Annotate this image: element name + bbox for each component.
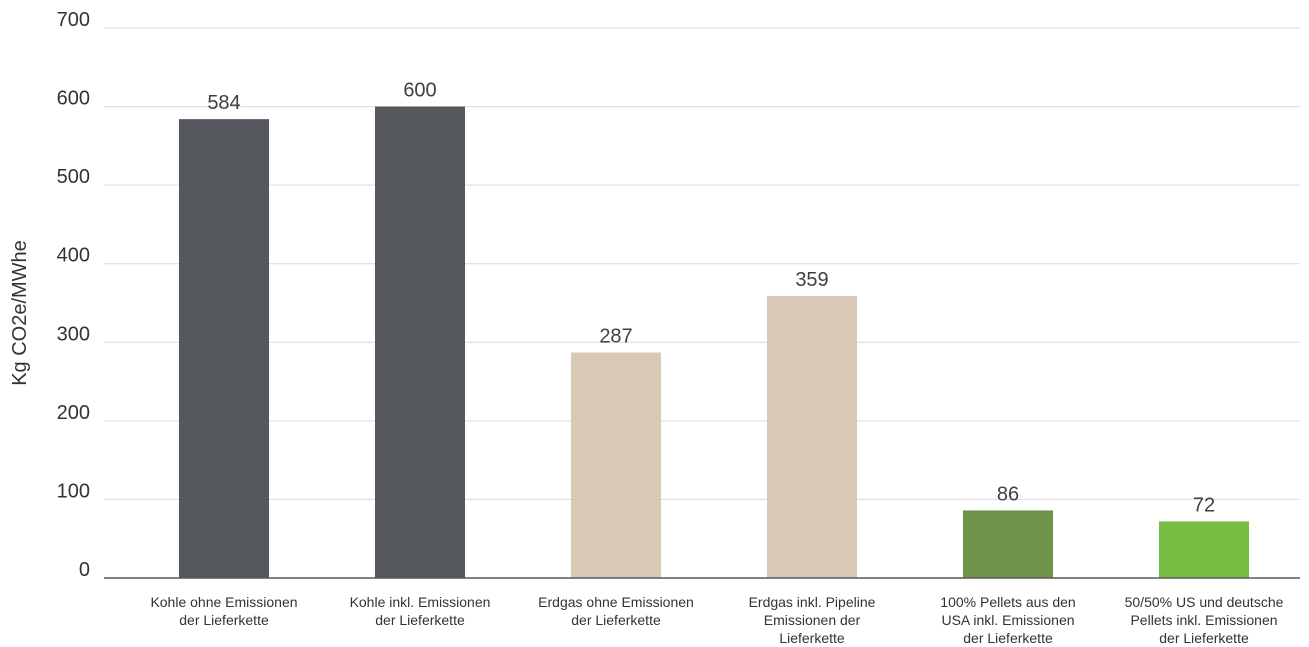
y-tick-label: 0 [79, 559, 90, 581]
bar-6 [1159, 521, 1249, 578]
bar-2 [375, 106, 465, 579]
category-label-line: der Lieferkette [179, 612, 269, 628]
bar-3 [571, 352, 661, 578]
category-label-5: 100% Pellets aus den USA inkl. Emissionen… [940, 594, 1075, 646]
category-label-4: Erdgas inkl. Pipeline Emissionen der Liefe… [749, 594, 876, 646]
y-tick-label: 700 [57, 9, 90, 31]
category-label-6: 50/50% US und deutsche Pellets inkl. Emis… [1125, 594, 1284, 646]
y-tick-label: 600 [57, 88, 90, 110]
y-axis-label: Kg CO2e/MWhe [9, 240, 31, 386]
category-label-1: Kohle ohne Emissionen der Lieferkette [150, 594, 297, 628]
bar-4 [767, 295, 857, 578]
category-label-line: USA inkl. Emissionen [941, 612, 1074, 628]
category-label-line: Erdgas ohne Emissionen [538, 594, 694, 610]
category-label-line: Lieferkette [779, 630, 845, 646]
bar-5 [963, 510, 1053, 578]
category-labels: Kohle ohne Emissionen der LieferketteKohl… [150, 594, 1283, 646]
category-label-line: der Lieferkette [571, 612, 661, 628]
data-label-6: 72 [1193, 494, 1215, 516]
category-label-line: 50/50% US und deutsche [1125, 594, 1284, 610]
data-label-3: 287 [599, 326, 632, 348]
category-label-line: der Lieferkette [963, 630, 1053, 646]
y-axis-ticks: 0 100 200 300 400 500 600 700 [57, 9, 90, 581]
category-label-2: Kohle inkl. Emissionen der Lieferkette [350, 594, 491, 628]
y-tick-label: 300 [57, 323, 90, 345]
bar-1 [179, 119, 269, 579]
y-tick-label: 400 [57, 245, 90, 267]
category-label-line: Pellets inkl. Emissionen [1130, 612, 1277, 628]
category-label-line: 100% Pellets aus den [940, 594, 1075, 610]
data-labels: 584 600 287 359 86 72 [207, 80, 1215, 517]
data-label-5: 86 [997, 483, 1019, 505]
category-label-line: Kohle ohne Emissionen [150, 594, 297, 610]
category-label-line: Erdgas inkl. Pipeline [749, 594, 876, 610]
gridlines [104, 27, 1300, 500]
category-label-3: Erdgas ohne Emissionen der Lieferkette [538, 594, 694, 628]
category-label-line: der Lieferkette [1159, 630, 1249, 646]
y-tick-label: 500 [57, 166, 90, 188]
category-label-line: der Lieferkette [375, 612, 465, 628]
data-label-4: 359 [795, 269, 828, 291]
category-label-line: Emissionen der [764, 612, 861, 628]
category-label-line: Kohle inkl. Emissionen [350, 594, 491, 610]
y-tick-label: 200 [57, 402, 90, 424]
bars [179, 106, 1249, 579]
data-label-2: 600 [403, 80, 436, 102]
data-label-1: 584 [207, 92, 240, 114]
y-tick-label: 100 [57, 480, 90, 502]
